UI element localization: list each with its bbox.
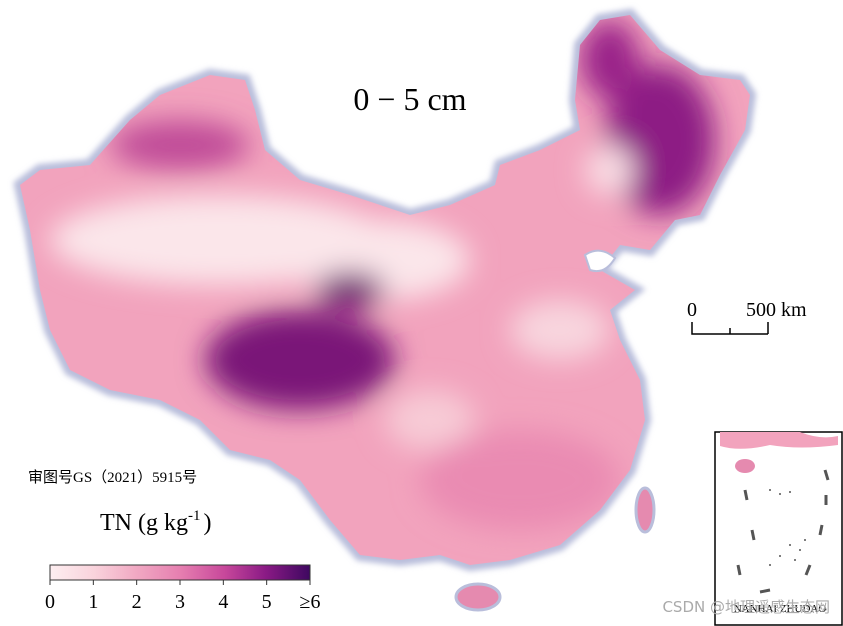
- inset-label: NANHAI ZHUDAO: [734, 603, 827, 615]
- legend-title: TN (g kg-1): [100, 508, 211, 536]
- legend: 0 1 2 3 4 5 ≥6: [45, 564, 321, 613]
- map-title: 0 − 5 cm: [353, 81, 466, 117]
- legend-tick-label: 5: [262, 591, 272, 613]
- legend-title-close: ): [203, 510, 211, 536]
- approval-number: 审图号GS（2021）5915号: [28, 469, 197, 486]
- legend-tick-label: 4: [218, 591, 228, 613]
- scale-start: 0: [687, 299, 697, 321]
- legend-tick-label: 1: [88, 591, 98, 613]
- legend-tick-label: ≥6: [300, 591, 321, 613]
- scale-bar: 0 500 km: [687, 299, 807, 335]
- colorbar: [49, 564, 311, 581]
- legend-tick-label: 3: [175, 591, 185, 613]
- legend-title-text: TN (g kg: [100, 510, 188, 536]
- inset-map: NANHAI ZHUDAO: [714, 431, 843, 626]
- watermark: CSDN @地理遥感生态网: [662, 598, 830, 616]
- legend-tick-label: 0: [45, 591, 55, 613]
- legend-tick-label: 2: [132, 591, 142, 613]
- scale-end: 500 km: [746, 299, 807, 321]
- legend-title-sup: -1: [188, 508, 201, 524]
